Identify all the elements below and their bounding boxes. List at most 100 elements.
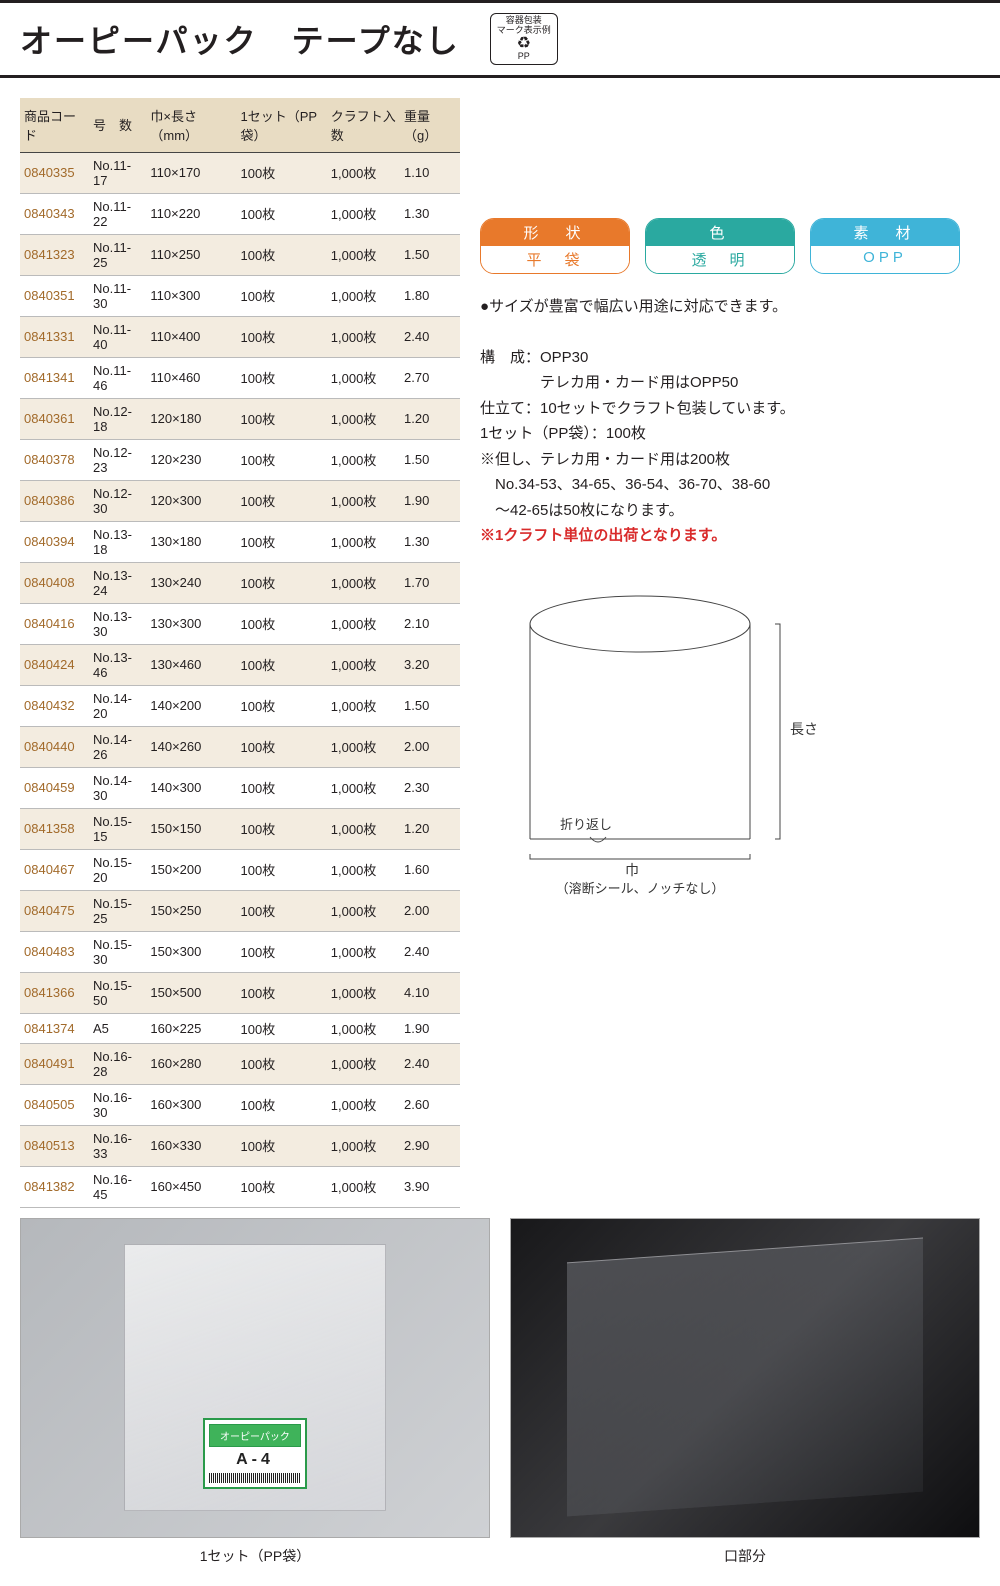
table-cell: 0840351: [20, 275, 89, 316]
table-cell: 100枚: [237, 1125, 327, 1166]
table-cell: No.14-30: [89, 767, 146, 808]
table-cell: 160×225: [146, 1013, 236, 1043]
table-cell: 100枚: [237, 1013, 327, 1043]
badge-bot: 透 明: [646, 246, 794, 273]
badge-top: 形 状: [481, 219, 629, 246]
table-header: 号 数: [89, 98, 146, 153]
table-cell: 110×300: [146, 275, 236, 316]
photo-set: オーピーパック A-4: [20, 1218, 490, 1538]
table-cell: 110×400: [146, 316, 236, 357]
table-cell: 1.50: [400, 685, 460, 726]
table-cell: No.16-45: [89, 1166, 146, 1207]
table-cell: No.11-22: [89, 193, 146, 234]
sheet-illustration: [567, 1238, 923, 1517]
attribute-badge: 素 材OPP: [810, 218, 960, 274]
table-cell: 100枚: [237, 644, 327, 685]
desc-l8: ※1クラフト単位の出荷となります。: [480, 523, 980, 549]
table-row: 0841374A5160×225100枚1,000枚1.90: [20, 1013, 460, 1043]
caption-left: 1セット（PP袋）: [20, 1546, 490, 1566]
table-cell: No.16-28: [89, 1043, 146, 1084]
table-cell: 150×500: [146, 972, 236, 1013]
diagram-length: 長さ: [790, 721, 818, 737]
table-row: 0840361No.12-18120×180100枚1,000枚1.20: [20, 398, 460, 439]
photo-opening: [510, 1218, 980, 1538]
table-cell: 160×280: [146, 1043, 236, 1084]
table-cell: 130×240: [146, 562, 236, 603]
table-cell: 1,000枚: [327, 193, 400, 234]
table-cell: 100枚: [237, 890, 327, 931]
table-cell: 1,000枚: [327, 972, 400, 1013]
spec-table: 商品コード号 数巾×長さ（mm）1セット（PP袋）クラフト入数重量（g） 084…: [20, 98, 460, 1208]
table-cell: 1,000枚: [327, 1084, 400, 1125]
table-header: 重量（g）: [400, 98, 460, 153]
table-cell: 120×230: [146, 439, 236, 480]
table-cell: 3.90: [400, 1166, 460, 1207]
table-cell: No.13-24: [89, 562, 146, 603]
table-cell: 1,000枚: [327, 808, 400, 849]
table-cell: 0841366: [20, 972, 89, 1013]
table-cell: 1,000枚: [327, 644, 400, 685]
pack-illustration: オーピーパック A-4: [124, 1244, 386, 1511]
page-title: オーピーパック テープなし: [20, 16, 460, 62]
table-cell: 1,000枚: [327, 152, 400, 193]
table-cell: 100枚: [237, 398, 327, 439]
recycle-mark-icon: 容器包装 マーク表示例 ♻ PP: [490, 13, 558, 65]
table-cell: 1.30: [400, 193, 460, 234]
table-cell: 0840416: [20, 603, 89, 644]
table-cell: 0840459: [20, 767, 89, 808]
table-cell: 1,000枚: [327, 316, 400, 357]
table-cell: 140×300: [146, 767, 236, 808]
table-cell: 2.30: [400, 767, 460, 808]
table-cell: 1,000枚: [327, 767, 400, 808]
table-cell: No.13-18: [89, 521, 146, 562]
table-cell: 0840361: [20, 398, 89, 439]
table-cell: 100枚: [237, 275, 327, 316]
diagram-fold: 折り返し: [560, 817, 612, 832]
table-cell: 1.20: [400, 398, 460, 439]
table-row: 0840432No.14-20140×200100枚1,000枚1.50: [20, 685, 460, 726]
table-cell: 1.80: [400, 275, 460, 316]
table-cell: No.14-26: [89, 726, 146, 767]
table-row: 0840440No.14-26140×260100枚1,000枚2.00: [20, 726, 460, 767]
table-cell: 0840343: [20, 193, 89, 234]
table-cell: No.11-46: [89, 357, 146, 398]
table-row: 0840513No.16-33160×330100枚1,000枚2.90: [20, 1125, 460, 1166]
table-cell: 1,000枚: [327, 480, 400, 521]
table-cell: 110×460: [146, 357, 236, 398]
table-cell: 100枚: [237, 603, 327, 644]
table-cell: 1.60: [400, 849, 460, 890]
desc-bullet: サイズが豊富で幅広い用途に対応できます。: [489, 298, 787, 315]
table-row: 0840491No.16-28160×280100枚1,000枚2.40: [20, 1043, 460, 1084]
table-cell: 1,000枚: [327, 1166, 400, 1207]
badge-bot: 平 袋: [481, 246, 629, 273]
table-cell: 100枚: [237, 1166, 327, 1207]
table-cell: 120×300: [146, 480, 236, 521]
desc-l5: ※但し、テレカ用・カード用は200枚: [480, 447, 980, 473]
attribute-badges: 形 状平 袋色透 明素 材OPP: [480, 218, 980, 274]
table-cell: 2.40: [400, 931, 460, 972]
table-cell: 0840335: [20, 152, 89, 193]
table-header: 1セット（PP袋）: [237, 98, 327, 153]
table-cell: 1,000枚: [327, 439, 400, 480]
caption-right: 口部分: [510, 1546, 980, 1566]
table-row: 0840505No.16-30160×300100枚1,000枚2.60: [20, 1084, 460, 1125]
table-cell: 0841331: [20, 316, 89, 357]
table-cell: 160×330: [146, 1125, 236, 1166]
table-cell: No.15-25: [89, 890, 146, 931]
table-cell: 100枚: [237, 152, 327, 193]
table-cell: 0840513: [20, 1125, 89, 1166]
table-cell: No.15-50: [89, 972, 146, 1013]
table-cell: 1.30: [400, 521, 460, 562]
table-cell: No.13-46: [89, 644, 146, 685]
table-cell: 2.40: [400, 1043, 460, 1084]
table-cell: 0840424: [20, 644, 89, 685]
table-cell: 1.20: [400, 808, 460, 849]
attribute-badge: 色透 明: [645, 218, 795, 274]
table-cell: 120×180: [146, 398, 236, 439]
table-cell: 100枚: [237, 808, 327, 849]
table-cell: 0840432: [20, 685, 89, 726]
table-cell: 1,000枚: [327, 1125, 400, 1166]
table-cell: 100枚: [237, 562, 327, 603]
table-cell: 2.60: [400, 1084, 460, 1125]
table-cell: 1,000枚: [327, 357, 400, 398]
